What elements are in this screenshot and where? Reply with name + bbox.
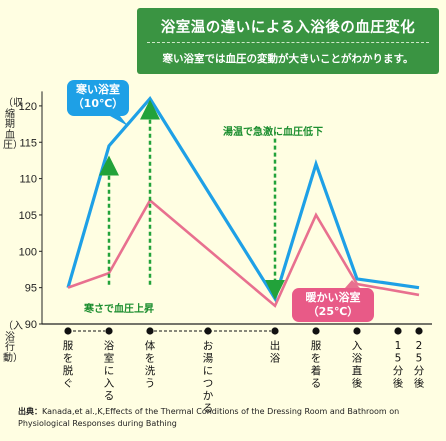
y-tick-label: 105 bbox=[19, 210, 37, 222]
x-tick-label-char: 洗 bbox=[145, 365, 156, 377]
x-tick-label-char: 入 bbox=[352, 340, 363, 352]
x-tick-label-char: に bbox=[104, 365, 115, 377]
warm-callout-text: 暖かい浴室 （25℃） bbox=[305, 291, 361, 318]
warm-series-line bbox=[67, 198, 420, 308]
x-tick-label-char: 5 bbox=[395, 353, 402, 365]
x-tick-label-char: に bbox=[203, 365, 214, 377]
x-tick-label-char: う bbox=[145, 378, 156, 390]
x-tick-label-char: 脱 bbox=[63, 364, 74, 377]
x-tick-label-char: ぐ bbox=[63, 378, 74, 390]
x-category-dot bbox=[105, 327, 113, 335]
x-category-dot bbox=[204, 327, 212, 335]
x-tick-label-char: 1 bbox=[395, 340, 402, 352]
x-tick-label-char: 服 bbox=[63, 340, 74, 352]
source-prefix: 出典： bbox=[18, 407, 42, 416]
x-category-dot bbox=[353, 327, 361, 335]
x-tick-label-char: る bbox=[104, 390, 115, 402]
x-tick-label-char: 分 bbox=[393, 365, 404, 377]
x-tick-label-char: を bbox=[145, 353, 156, 365]
x-tick-label-char: 後 bbox=[414, 377, 425, 390]
x-tick-label-char: 浴 bbox=[270, 353, 281, 365]
x-tick-label-char: を bbox=[63, 353, 74, 365]
x-tick-label-char: か bbox=[203, 390, 214, 402]
x-tick-label-char: る bbox=[203, 403, 214, 415]
x-tick-label-char: 直 bbox=[352, 364, 363, 377]
y-tick-label: 95 bbox=[25, 283, 37, 295]
y-axis-label: （収縮期血圧） bbox=[3, 98, 23, 151]
x-category-dot bbox=[312, 327, 320, 335]
x-tick-label-char: 服 bbox=[311, 340, 322, 352]
x-tick-label-char: 入 bbox=[104, 378, 115, 390]
chart-title: 浴室温の違いによる入浴後の血圧変化 bbox=[160, 20, 416, 36]
y-tick-label: 110 bbox=[19, 174, 37, 186]
cold-callout-pointer bbox=[110, 116, 128, 126]
warm-callout-pointer bbox=[345, 280, 360, 288]
x-category-dot bbox=[146, 327, 154, 335]
x-tick-label-char: 湯 bbox=[203, 353, 214, 365]
y-tick-label: 100 bbox=[19, 246, 37, 258]
x-tick-label-char: 後 bbox=[352, 377, 363, 390]
chart-subtitle: 寒い浴室では血圧の変動が大きいことがわかります。 bbox=[162, 53, 414, 65]
cold-callout-text: 寒い浴室 （10℃） bbox=[72, 83, 124, 110]
title-banner: 浴室温の違いによる入浴後の血圧変化 寒い浴室では血圧の変動が大きいことがわかりま… bbox=[137, 8, 439, 74]
x-tick-label-char: 浴 bbox=[352, 353, 363, 365]
x-tick-label-char: 体 bbox=[145, 340, 156, 352]
warm-bath-callout: 暖かい浴室 （25℃） bbox=[292, 288, 374, 322]
x-tick-label-char: 分 bbox=[414, 365, 425, 377]
x-category-dot bbox=[271, 327, 279, 335]
x-tick-label-char: つ bbox=[203, 378, 214, 390]
x-tick-label-char: お bbox=[203, 340, 214, 352]
x-tick-label-char: を bbox=[311, 353, 322, 365]
x-tick-label-char: 5 bbox=[416, 353, 423, 365]
x-tick-label-char: 後 bbox=[393, 377, 404, 390]
y-tick-label: 115 bbox=[19, 137, 37, 149]
source-citation: 出典：Kanada,et al.,K,Effects of the Therma… bbox=[18, 406, 430, 430]
x-category-dot bbox=[415, 327, 423, 335]
x-tick-label-char: る bbox=[311, 378, 322, 390]
note-rise: 寒さで血圧上昇 bbox=[84, 304, 154, 315]
y-tick-label: 120 bbox=[19, 101, 37, 113]
x-tick-label-char: 着 bbox=[311, 364, 322, 377]
cold-bath-callout: 寒い浴室 （10℃） bbox=[67, 80, 129, 116]
y-tick-label: 90 bbox=[25, 319, 37, 331]
note-drop: 湯温で急激に血圧低下 bbox=[223, 127, 323, 138]
x-tick-label-char: 浴 bbox=[104, 340, 115, 352]
x-axis-label: （入浴行動） bbox=[3, 321, 23, 364]
x-tick-label-char: 出 bbox=[270, 339, 281, 352]
title-divider bbox=[147, 42, 429, 43]
x-tick-label-char: 室 bbox=[104, 352, 115, 365]
x-tick-label-char: 2 bbox=[416, 340, 423, 352]
x-category-dot bbox=[394, 327, 402, 335]
source-text: Kanada,et al.,K,Effects of the Thermal C… bbox=[18, 407, 400, 428]
